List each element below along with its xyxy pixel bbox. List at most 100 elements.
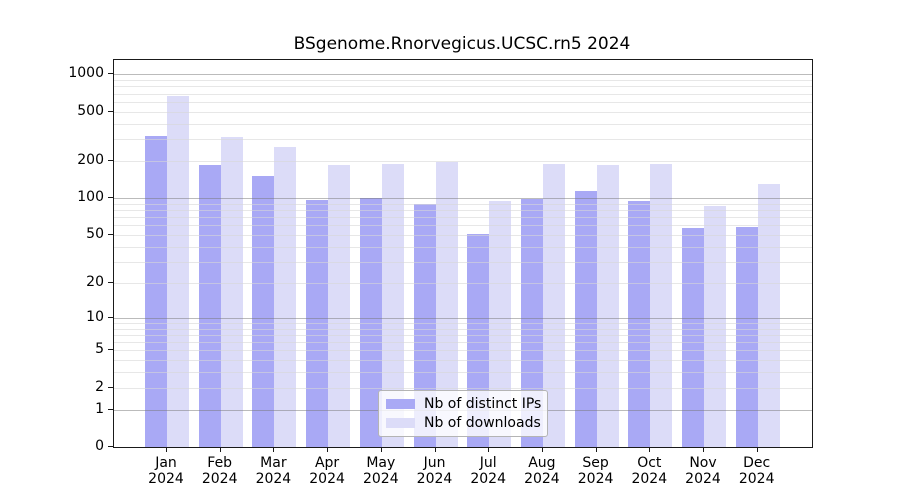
bar-nb-of-downloads-oct: [650, 163, 673, 447]
x-tick-aug: [541, 447, 543, 452]
x-label-month: Jun: [423, 455, 446, 471]
x-tick-label-jan: Jan 2024: [139, 455, 193, 487]
x-label-month: Dec: [743, 455, 771, 471]
y-tick-label-50: 50: [86, 225, 104, 242]
chart-title: BSgenome.Rnorvegicus.UCSC.rn5 2024: [293, 34, 631, 54]
y-tick-100: [108, 197, 113, 199]
bar-nb-of-downloads-feb: [220, 137, 243, 447]
y-tick-1000: [108, 73, 113, 75]
x-label-year: 2024: [362, 471, 399, 487]
y-tick-5: [108, 349, 113, 351]
bar-nb-of-downloads-jan: [167, 96, 189, 447]
bar-nb-of-distinct-ips-feb: [198, 165, 221, 447]
bar-nb-of-distinct-ips-oct: [628, 200, 651, 447]
x-tick-label-may: May 2024: [354, 455, 408, 487]
y-tick-50: [108, 233, 113, 235]
x-label-month: May: [366, 455, 396, 471]
plot-area: [113, 59, 813, 448]
bar-nb-of-downloads-apr: [328, 165, 351, 447]
x-label-year: 2024: [631, 471, 668, 487]
y-tick-0: [108, 446, 113, 447]
x-label-month: Nov: [689, 455, 717, 471]
y-tick-label-1000: 1000: [68, 65, 104, 82]
x-label-year: 2024: [524, 471, 560, 487]
x-tick-label-aug: Aug 2024: [515, 455, 569, 487]
y-tick-2: [108, 386, 113, 388]
y-tick-label-0: 0: [95, 438, 104, 454]
x-tick-nov: [703, 447, 704, 452]
y-tick-10: [108, 316, 113, 318]
x-label-month: Oct: [637, 455, 662, 471]
legend-label-downloads: Nb of downloads: [424, 414, 541, 431]
bar-nb-of-distinct-ips-sep: [574, 190, 597, 447]
x-tick-label-oct: Oct 2024: [622, 455, 676, 487]
y-tick-label-20: 20: [86, 273, 104, 290]
x-label-month: Mar: [260, 455, 287, 471]
bar-nb-of-distinct-ips-apr: [306, 200, 329, 447]
x-label-month: Jan: [155, 455, 177, 471]
x-tick-apr: [327, 447, 329, 452]
x-tick-jun: [434, 447, 436, 452]
y-tick-label-500: 500: [77, 102, 104, 119]
x-tick-oct: [649, 447, 651, 452]
x-label-year: 2024: [470, 471, 506, 487]
bar-nb-of-downloads-nov: [704, 205, 726, 447]
x-tick-dec: [756, 447, 758, 452]
x-tick-label-jul: Jul 2024: [461, 455, 515, 487]
x-label-year: 2024: [577, 471, 614, 487]
gridline-400: [114, 123, 812, 125]
gridline-800: [114, 86, 812, 88]
gridline-900: [114, 80, 812, 81]
x-label-month: Sep: [582, 455, 609, 471]
x-label-month: Jul: [479, 455, 497, 471]
x-tick-label-mar: Mar 2024: [246, 455, 300, 487]
y-tick-label-100: 100: [77, 189, 104, 206]
bar-nb-of-distinct-ips-mar: [252, 176, 275, 447]
x-label-year: 2024: [148, 471, 184, 487]
gridline-200: [114, 160, 812, 162]
x-label-year: 2024: [255, 471, 292, 487]
x-label-month: Feb: [207, 455, 233, 471]
y-tick-label-10: 10: [86, 308, 104, 325]
legend-item-downloads: Nb of downloads: [386, 414, 547, 431]
legend: Nb of distinct IPs Nb of downloads: [378, 390, 548, 437]
bar-nb-of-downloads-may: [381, 163, 404, 447]
bar-nb-of-distinct-ips-nov: [682, 228, 704, 447]
x-tick-may: [380, 447, 382, 452]
y-tick-label-5: 5: [95, 341, 104, 358]
x-tick-jan: [166, 447, 167, 452]
x-tick-label-sep: Sep 2024: [569, 455, 623, 487]
gridline-300: [114, 139, 812, 141]
y-tick-1: [108, 408, 113, 410]
x-label-year: 2024: [738, 471, 775, 487]
legend-swatch-downloads: [386, 418, 415, 428]
bar-nb-of-distinct-ips-jan: [145, 135, 167, 447]
bar-nb-of-distinct-ips-jun: [413, 203, 436, 447]
gridline-600: [114, 101, 812, 103]
legend-swatch-distinct-ips: [386, 399, 415, 409]
y-tick-label-200: 200: [77, 151, 104, 168]
x-tick-feb: [219, 447, 221, 452]
x-tick-label-nov: Nov 2024: [676, 455, 730, 487]
y-tick-200: [108, 159, 113, 161]
x-label-year: 2024: [309, 471, 345, 487]
y-tick-20: [108, 281, 113, 283]
bar-nb-of-downloads-dec: [757, 184, 780, 447]
x-label-month: Aug: [528, 455, 556, 471]
x-tick-label-dec: Dec 2024: [730, 455, 784, 487]
x-label-year: 2024: [685, 471, 721, 487]
x-tick-jul: [488, 447, 490, 452]
legend-label-distinct-ips: Nb of distinct IPs: [424, 395, 542, 412]
x-tick-label-feb: Feb 2024: [193, 455, 247, 487]
y-tick-label-1: 1: [95, 400, 104, 417]
bar-nb-of-downloads-jun: [435, 162, 458, 447]
x-tick-sep: [595, 447, 597, 452]
y-tick-500: [108, 110, 113, 112]
gridline-500: [114, 111, 812, 113]
x-label-year: 2024: [416, 471, 453, 487]
x-tick-mar: [273, 447, 275, 452]
bar-nb-of-distinct-ips-may: [359, 198, 382, 447]
gridline-700: [114, 93, 812, 95]
y-tick-label-2: 2: [95, 378, 104, 395]
